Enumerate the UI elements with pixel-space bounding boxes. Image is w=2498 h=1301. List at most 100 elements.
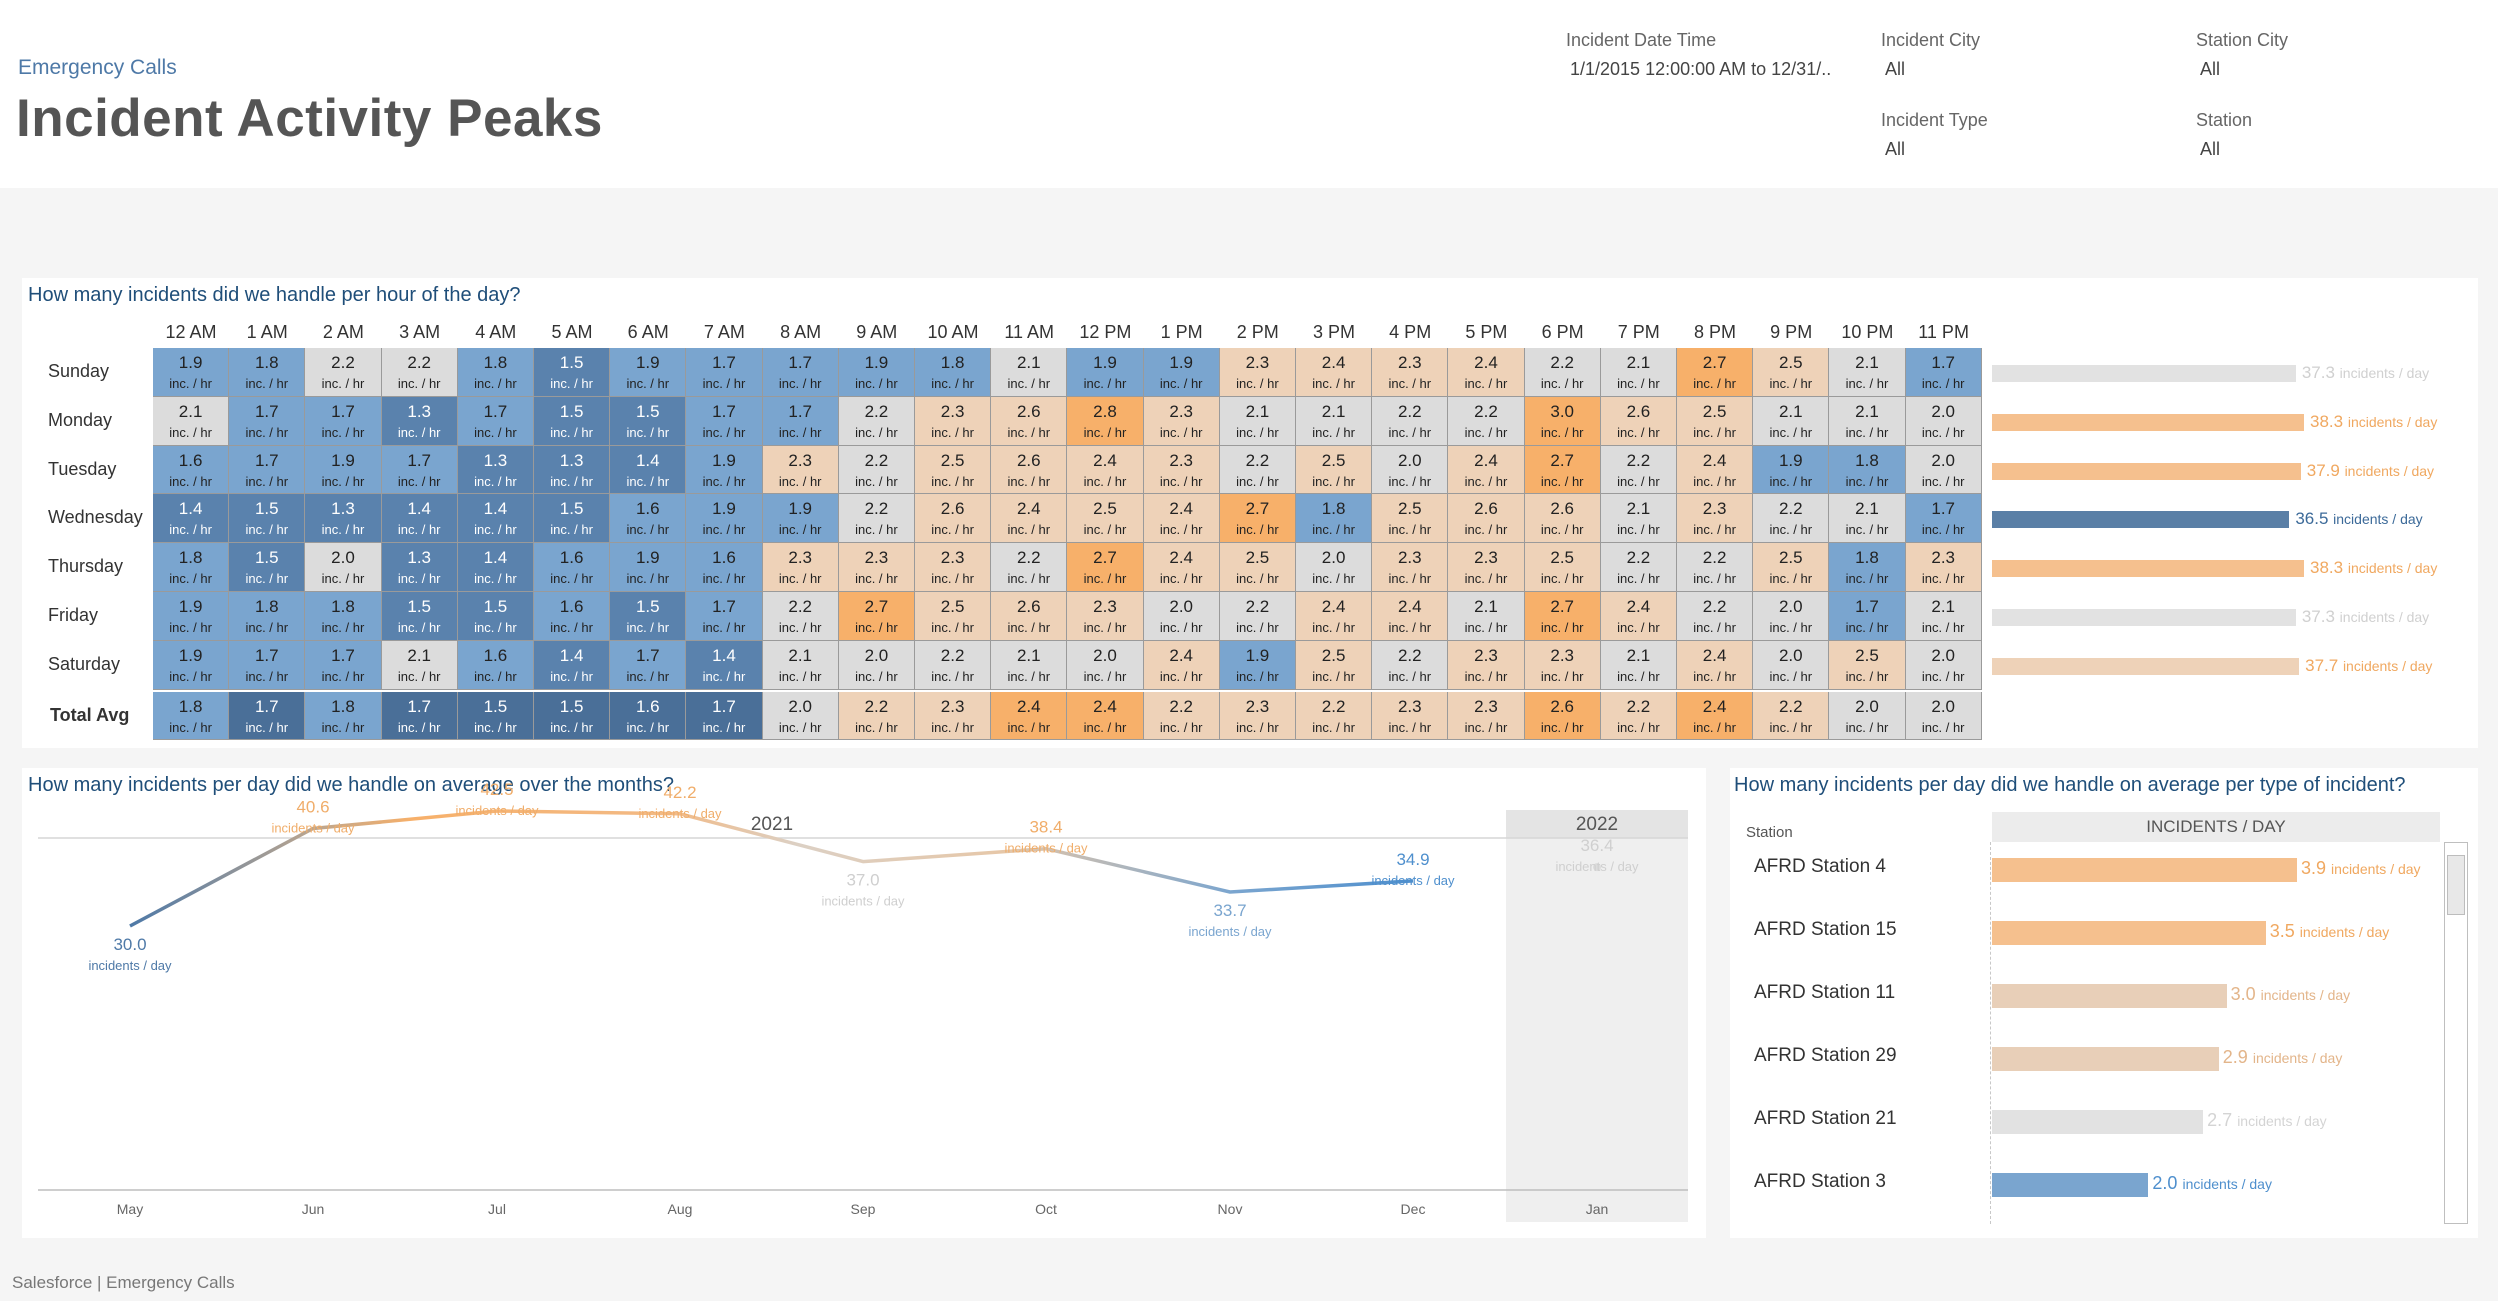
heatmap-cell[interactable]: 2.4 inc. / hr — [1296, 592, 1373, 641]
heatmap-cell[interactable]: 1.3 inc. / hr — [381, 543, 458, 592]
heatmap-cell[interactable]: 1.5 inc. / hr — [610, 396, 687, 446]
heatmap-cell[interactable]: 2.0 inc. / hr — [1905, 445, 1982, 495]
heatmap-cell[interactable]: 2.4 inc. / hr — [991, 691, 1068, 741]
heatmap-cell[interactable]: 2.0 inc. / hr — [1829, 691, 1906, 741]
heatmap-cell[interactable]: 1.9 inc. / hr — [305, 445, 382, 495]
heatmap-cell[interactable]: 2.0 inc. / hr — [1905, 691, 1982, 741]
heatmap-cell[interactable]: 1.4 inc. / hr — [610, 445, 687, 495]
heatmap-cell[interactable]: 1.4 inc. / hr — [534, 640, 611, 690]
heatmap-cell[interactable]: 2.3 inc. / hr — [1372, 691, 1449, 741]
heatmap-cell[interactable]: 2.2 inc. / hr — [1143, 691, 1220, 741]
monthly-series-line[interactable] — [129, 809, 1414, 928]
heatmap-cell[interactable]: 1.7 inc. / hr — [762, 396, 839, 446]
heatmap-cell[interactable]: 2.0 inc. / hr — [1905, 640, 1982, 690]
day-total-bar[interactable] — [1992, 413, 2304, 431]
heatmap-cell[interactable]: 2.2 inc. / hr — [838, 396, 915, 446]
heatmap-cell[interactable]: 2.4 inc. / hr — [1296, 348, 1373, 397]
heatmap-cell[interactable]: 1.9 inc. / hr — [762, 494, 839, 544]
heatmap-cell[interactable]: 1.5 inc. / hr — [457, 592, 534, 641]
heatmap-cell[interactable]: 2.6 inc. / hr — [1524, 494, 1601, 544]
filter-station[interactable]: Station All — [2196, 110, 2486, 160]
heatmap-cell[interactable]: 2.3 inc. / hr — [1067, 592, 1144, 641]
heatmap-cell[interactable]: 2.3 inc. / hr — [915, 543, 992, 592]
heatmap-cell[interactable]: 2.5 inc. / hr — [915, 592, 992, 641]
heatmap-cell[interactable]: 1.5 inc. / hr — [610, 592, 687, 641]
day-total-bar[interactable] — [1992, 365, 2296, 382]
heatmap-cell[interactable]: 2.3 inc. / hr — [1143, 445, 1220, 495]
heatmap-cell[interactable]: 2.5 inc. / hr — [1753, 543, 1830, 592]
heatmap-cell[interactable]: 2.0 inc. / hr — [1372, 445, 1449, 495]
heatmap-cell[interactable]: 1.7 inc. / hr — [381, 691, 458, 741]
heatmap-cell[interactable]: 2.6 inc. / hr — [991, 445, 1068, 495]
heatmap-cell[interactable]: 1.7 inc. / hr — [229, 691, 306, 741]
heatmap-cell[interactable]: 1.7 inc. / hr — [229, 640, 306, 690]
heatmap-cell[interactable]: 2.7 inc. / hr — [1677, 348, 1754, 397]
heatmap-cell[interactable]: 2.0 inc. / hr — [1143, 592, 1220, 641]
heatmap-cell[interactable]: 1.7 inc. / hr — [229, 396, 306, 446]
station-bar[interactable] — [1992, 1047, 2219, 1071]
heatmap-cell[interactable]: 2.1 inc. / hr — [1219, 396, 1296, 446]
heatmap-cell[interactable]: 2.5 inc. / hr — [1296, 445, 1373, 495]
heatmap-cell[interactable]: 1.4 inc. / hr — [457, 494, 534, 544]
heatmap-cell[interactable]: 2.2 inc. / hr — [1600, 691, 1677, 741]
heatmap-cell[interactable]: 2.1 inc. / hr — [762, 640, 839, 690]
heatmap-cell[interactable]: 2.2 inc. / hr — [1372, 396, 1449, 446]
heatmap-cell[interactable]: 2.7 inc. / hr — [1524, 445, 1601, 495]
heatmap-cell[interactable]: 2.5 inc. / hr — [1524, 543, 1601, 592]
heatmap-cell[interactable]: 1.7 inc. / hr — [1829, 592, 1906, 641]
heatmap-cell[interactable]: 1.5 inc. / hr — [229, 494, 306, 544]
heatmap-cell[interactable]: 2.3 inc. / hr — [838, 543, 915, 592]
heatmap-cell[interactable]: 2.2 inc. / hr — [1524, 348, 1601, 397]
heatmap-cell[interactable]: 1.9 inc. / hr — [1143, 348, 1220, 397]
station-bar[interactable] — [1992, 858, 2297, 882]
heatmap-cell[interactable]: 1.9 inc. / hr — [610, 543, 687, 592]
heatmap-cell[interactable]: 2.4 inc. / hr — [1067, 445, 1144, 495]
station-bar[interactable] — [1992, 1110, 2204, 1134]
filter-incident-city[interactable]: Incident City All — [1881, 30, 2171, 80]
heatmap-cell[interactable]: 2.4 inc. / hr — [1600, 592, 1677, 641]
heatmap-cell[interactable]: 2.1 inc. / hr — [1448, 592, 1525, 641]
heatmap-cell[interactable]: 2.4 inc. / hr — [1143, 494, 1220, 544]
heatmap-cell[interactable]: 1.6 inc. / hr — [686, 543, 763, 592]
heatmap-cell[interactable]: 2.4 inc. / hr — [1448, 445, 1525, 495]
day-total-bar[interactable] — [1992, 657, 2300, 675]
heatmap-cell[interactable]: 1.8 inc. / hr — [1829, 445, 1906, 495]
heatmap-cell[interactable]: 1.4 inc. / hr — [153, 494, 230, 544]
heatmap-cell[interactable]: 2.3 inc. / hr — [762, 543, 839, 592]
heatmap-cell[interactable]: 3.0 inc. / hr — [1524, 396, 1601, 446]
heatmap-cell[interactable]: 2.5 inc. / hr — [1829, 640, 1906, 690]
heatmap-cell[interactable]: 1.4 inc. / hr — [381, 494, 458, 544]
heatmap-cell[interactable]: 1.8 inc. / hr — [153, 691, 230, 741]
filter-station-city[interactable]: Station City All — [2196, 30, 2486, 80]
heatmap-cell[interactable]: 1.7 inc. / hr — [762, 348, 839, 397]
heatmap-cell[interactable]: 1.5 inc. / hr — [534, 691, 611, 741]
heatmap-cell[interactable]: 2.7 inc. / hr — [1067, 543, 1144, 592]
filter-value[interactable]: All — [1885, 59, 1906, 79]
heatmap-cell[interactable]: 1.5 inc. / hr — [534, 396, 611, 446]
heatmap-cell[interactable]: 1.5 inc. / hr — [381, 592, 458, 641]
heatmap-cell[interactable]: 2.4 inc. / hr — [1677, 691, 1754, 741]
heatmap-cell[interactable]: 2.5 inc. / hr — [1372, 494, 1449, 544]
heatmap-cell[interactable]: 1.5 inc. / hr — [457, 691, 534, 741]
heatmap-cell[interactable]: 2.3 inc. / hr — [1219, 348, 1296, 397]
heatmap-cell[interactable]: 2.3 inc. / hr — [1448, 691, 1525, 741]
heatmap-cell[interactable]: 1.9 inc. / hr — [1067, 348, 1144, 397]
scrollbar-thumb[interactable] — [2447, 855, 2465, 915]
heatmap-cell[interactable]: 2.1 inc. / hr — [1600, 640, 1677, 690]
heatmap-cell[interactable]: 2.6 inc. / hr — [1524, 691, 1601, 741]
heatmap-cell[interactable]: 2.0 inc. / hr — [838, 640, 915, 690]
heatmap-cell[interactable]: 2.5 inc. / hr — [1219, 543, 1296, 592]
heatmap-cell[interactable]: 2.7 inc. / hr — [838, 592, 915, 641]
heatmap-cell[interactable]: 2.2 inc. / hr — [1219, 445, 1296, 495]
heatmap-cell[interactable]: 2.1 inc. / hr — [991, 640, 1068, 690]
heatmap-cell[interactable]: 1.6 inc. / hr — [534, 543, 611, 592]
heatmap-cell[interactable]: 2.1 inc. / hr — [1829, 348, 1906, 397]
filter-value[interactable]: All — [2200, 139, 2221, 159]
heatmap-cell[interactable]: 2.2 inc. / hr — [381, 348, 458, 397]
heatmap-cell[interactable]: 2.4 inc. / hr — [1677, 640, 1754, 690]
heatmap-cell[interactable]: 1.8 inc. / hr — [915, 348, 992, 397]
heatmap-cell[interactable]: 1.5 inc. / hr — [534, 348, 611, 397]
heatmap-cell[interactable]: 1.9 inc. / hr — [153, 640, 230, 690]
heatmap-cell[interactable]: 2.2 inc. / hr — [1219, 592, 1296, 641]
monthly-point[interactable] — [1593, 863, 1601, 872]
